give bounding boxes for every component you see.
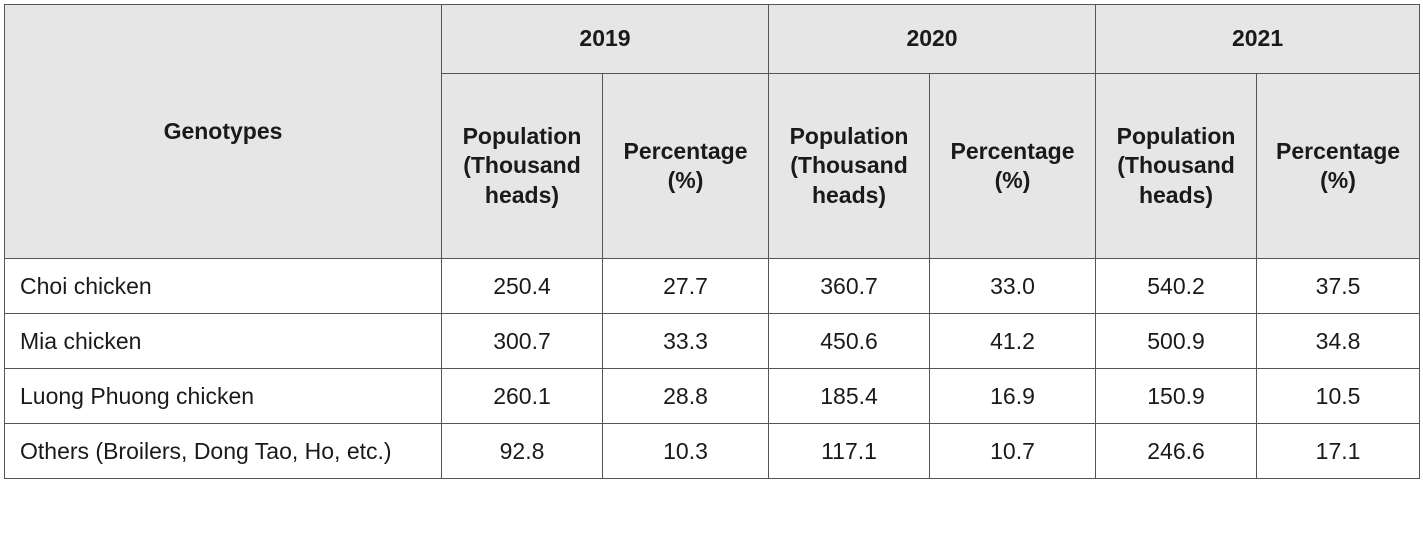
value-cell: 41.2 <box>929 313 1097 369</box>
percentage-header-line: Percentage <box>950 137 1075 164</box>
genotypes-header: Genotypes <box>4 4 442 259</box>
value-cell: 10.7 <box>929 423 1097 479</box>
value-cell: 27.7 <box>601 258 770 314</box>
percentage-header: Percentage (%) <box>929 73 1097 259</box>
value-cell: 33.3 <box>601 313 770 369</box>
table-header: Genotypes 2019 2020 2021 Population (Tho… <box>4 4 1421 259</box>
population-header-line: (Thousand <box>1117 152 1235 179</box>
value-cell: 450.6 <box>768 313 931 369</box>
table-row: Mia chicken 300.7 33.3 450.6 41.2 500.9 … <box>4 313 1421 369</box>
value-cell: 360.7 <box>768 258 931 314</box>
value-cell: 16.9 <box>929 368 1097 424</box>
value-cell: 37.5 <box>1256 258 1421 314</box>
value-cell: 185.4 <box>768 368 931 424</box>
sub-header-row: Population (Thousand heads) Percentage (… <box>5 73 1421 259</box>
population-header-line: heads) <box>1138 181 1214 208</box>
genotype-cell: Luong Phuong chicken <box>4 368 442 424</box>
percentage-header-line: (%) <box>667 167 704 193</box>
year-header-2019: 2019 <box>440 4 770 74</box>
value-cell: 500.9 <box>1095 313 1258 369</box>
value-cell: 250.4 <box>441 258 603 314</box>
population-header-line: Population <box>789 122 909 149</box>
year-header-2020: 2020 <box>768 4 1097 74</box>
value-cell: 34.8 <box>1256 313 1421 369</box>
population-header-line: (Thousand <box>790 152 908 179</box>
value-cell: 33.0 <box>929 258 1097 314</box>
genotype-cell: Mia chicken <box>4 313 442 369</box>
value-cell: 260.1 <box>441 368 603 424</box>
value-cell: 246.6 <box>1095 423 1258 479</box>
table-body: Choi chicken 250.4 27.7 360.7 33.0 540.2… <box>4 258 1421 479</box>
percentage-header-line: Percentage <box>623 137 748 164</box>
table-row: Others (Broilers, Dong Tao, Ho, etc.) 92… <box>4 423 1421 479</box>
percentage-header: Percentage (%) <box>601 73 770 259</box>
value-cell: 150.9 <box>1095 368 1258 424</box>
genotype-population-table: Genotypes 2019 2020 2021 Population (Tho… <box>4 4 1421 479</box>
population-header: Population (Thousand heads) <box>441 73 603 259</box>
percentage-header-line: Percentage <box>1276 137 1401 164</box>
value-cell: 17.1 <box>1256 423 1421 479</box>
percentage-header-line: (%) <box>994 167 1031 193</box>
value-cell: 300.7 <box>441 313 603 369</box>
population-header-line: heads) <box>811 181 887 208</box>
population-header-line: Population <box>462 122 582 149</box>
percentage-header-line: (%) <box>1320 167 1356 193</box>
population-header: Population (Thousand heads) <box>1095 73 1258 259</box>
value-cell: 10.5 <box>1256 368 1421 424</box>
value-cell: 117.1 <box>768 423 931 479</box>
genotype-cell: Choi chicken <box>4 258 442 314</box>
value-cell: 540.2 <box>1095 258 1258 314</box>
genotype-cell: Others (Broilers, Dong Tao, Ho, etc.) <box>4 423 442 479</box>
value-cell: 28.8 <box>601 368 770 424</box>
year-header-row: Genotypes 2019 2020 2021 <box>4 4 1421 259</box>
value-cell: 10.3 <box>601 423 770 479</box>
population-header-line: heads) <box>484 181 560 208</box>
population-header-line: (Thousand <box>463 152 581 179</box>
percentage-header: Percentage (%) <box>1256 73 1421 259</box>
population-header-line: Population <box>1116 122 1236 149</box>
table-row: Choi chicken 250.4 27.7 360.7 33.0 540.2… <box>4 258 1421 314</box>
population-header: Population (Thousand heads) <box>768 73 931 259</box>
table-row: Luong Phuong chicken 260.1 28.8 185.4 16… <box>4 368 1421 424</box>
value-cell: 92.8 <box>441 423 603 479</box>
year-header-2021: 2021 <box>1095 4 1421 74</box>
